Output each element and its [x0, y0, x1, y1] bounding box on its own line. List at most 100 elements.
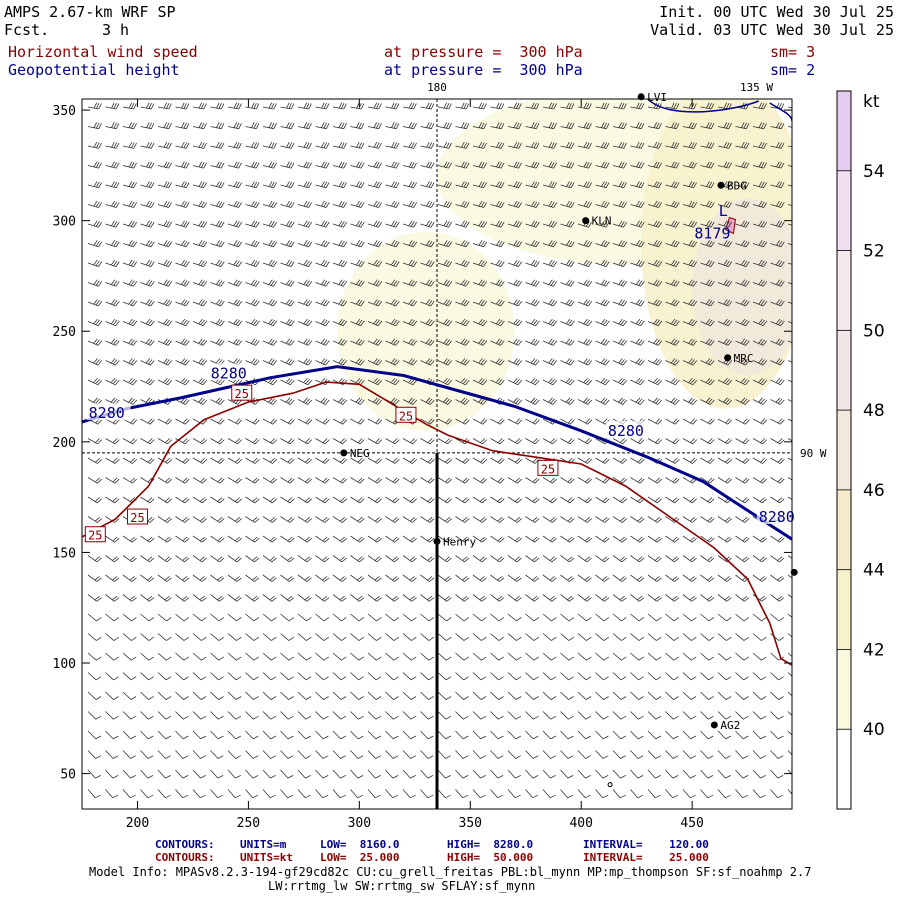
contour-info-height-interval: INTERVAL= 120.00 — [583, 838, 709, 851]
x-tick-label: 200 — [126, 816, 149, 831]
model-info-physics: LW:rrtmg_lw SW:rrtmg_sw SFLAY:sf_mynn — [268, 879, 536, 893]
plot-frame — [81, 98, 793, 810]
colorbar-swatch — [837, 170, 851, 251]
contour-label-bg — [208, 363, 253, 381]
wind-barb-field — [87, 102, 792, 799]
colorbar-frame — [836, 90, 852, 810]
contour-label-bg — [756, 507, 801, 525]
wind-contour-label: 25 — [88, 529, 102, 543]
y-tick-label: 100 — [53, 657, 76, 672]
model-info: Model Info: MPASv8.2.3-194-gf29cd82c CU:… — [89, 865, 812, 879]
station-label: KLN — [592, 215, 612, 228]
height-contour-8280 — [82, 365, 792, 541]
field2-smoothing: sm= 2 — [770, 61, 816, 79]
y-tick-label: 300 — [53, 215, 76, 230]
colorbar-swatch — [837, 330, 851, 411]
contour-info-height-low: LOW= 8160.0 — [320, 838, 400, 851]
wind-contour-label: 25 — [541, 462, 555, 476]
station-markers: LVI BDG KLN MRC NEG Henry AG2 — [340, 91, 798, 788]
station-dot — [582, 217, 590, 225]
contour-labels: 8280 8280 8280 8280 25 25 25 25 25 L 8179 — [84, 202, 801, 543]
contour-info-wind-label: CONTOURS: — [155, 851, 215, 864]
init-time: Init. 00 UTC Wed 30 Jul 25 — [659, 3, 894, 21]
contour-label-box — [537, 459, 559, 476]
x-tick-label: 450 — [680, 816, 703, 831]
station-marker-small — [607, 782, 613, 788]
height-contour-label: 8280 — [608, 422, 644, 440]
height-contour-label: 8280 — [89, 404, 125, 422]
contour-label-bg — [86, 403, 131, 421]
wind-contour-label: 25 — [130, 511, 144, 525]
colorbar-swatch — [837, 250, 851, 331]
axis-ticks: 200 250 300 350 400 450 50 100 150 200 250 300 350 18… — [53, 81, 827, 831]
contour-label-box — [231, 384, 253, 401]
colorbar-swatch — [837, 410, 851, 490]
field1-level: at pressure = 300 hPa — [384, 43, 583, 61]
contour-info-wind-high: HIGH= 50.000 — [447, 851, 534, 864]
wind-contour-25 — [82, 381, 792, 666]
x-tick-label: 300 — [348, 816, 371, 831]
contour-label-box — [126, 508, 148, 525]
contour-info-height-units: UNITS=m — [240, 838, 287, 851]
speed-max-cell — [724, 216, 736, 235]
colorbar-label: 40 — [863, 720, 885, 740]
low-center-label: L — [719, 202, 728, 220]
wind-barbs — [87, 102, 792, 799]
colorbar-label: 48 — [863, 401, 885, 421]
lon-label-180: 180 — [427, 81, 447, 94]
y-tick-label: 200 — [53, 436, 76, 451]
colorbar-label: 46 — [863, 481, 885, 501]
y-tick-label: 50 — [60, 768, 76, 783]
contour-label-box — [84, 526, 106, 543]
colorbar-label: 50 — [863, 321, 885, 341]
contour-label-bg — [605, 420, 650, 438]
contour-info-height-high: HIGH= 8280.0 — [447, 838, 534, 851]
station-label: NEG — [350, 447, 370, 460]
shading-region — [692, 198, 792, 376]
station-label: LVI — [647, 91, 667, 104]
lon-label-90w: 90 W — [800, 447, 827, 460]
station-label: Henry — [443, 535, 476, 548]
y-tick-label: 150 — [53, 546, 76, 561]
y-tick-label: 350 — [53, 104, 76, 119]
x-tick-label: 400 — [569, 816, 592, 831]
station-label: AG2 — [720, 719, 740, 732]
station-dot — [340, 449, 348, 457]
model-title: AMPS 2.67-km WRF SP — [4, 3, 176, 21]
y-tick-label: 250 — [53, 325, 76, 340]
colorbar-label: 42 — [863, 640, 885, 660]
contour-info-wind-low: LOW= 25.000 — [320, 851, 400, 864]
colorbar-label: 54 — [863, 162, 885, 182]
contour-info-height-label: CONTOURS: — [155, 838, 215, 851]
x-tick-label: 250 — [237, 816, 260, 831]
field2-name: Geopotential height — [8, 61, 180, 79]
station-dot — [724, 354, 732, 362]
station-dot — [710, 721, 718, 729]
contour-info-wind-interval: INTERVAL= 25.000 — [583, 851, 709, 864]
wind-contour-label: 25 — [399, 409, 413, 423]
forecast-label: Fcst. — [4, 21, 50, 39]
colorbar-unit: kt — [863, 92, 880, 112]
station-dot — [433, 537, 441, 545]
colorbar-swatch — [837, 91, 851, 171]
station-label: BDG — [727, 179, 747, 192]
lon-label-135w: 135 W — [740, 81, 773, 94]
field1-smoothing: sm= 3 — [770, 43, 816, 61]
colorbar-swatch — [837, 489, 851, 570]
colorbar-swatch — [837, 569, 851, 650]
station-dot — [717, 181, 725, 189]
colorbar-swatch — [837, 729, 851, 809]
height-contour-label: 8280 — [759, 508, 795, 526]
low-center-value: 8179 — [694, 224, 730, 242]
height-contour-label: 8280 — [211, 364, 247, 382]
contour-label-box — [395, 406, 417, 423]
reference-lines — [82, 99, 792, 809]
contour-info-wind-units: UNITS=kt — [240, 851, 293, 864]
contour-lines — [82, 365, 792, 666]
valid-time: Valid. 03 UTC Wed 30 Jul 25 — [650, 21, 894, 39]
wind-contour-label: 25 — [235, 387, 249, 401]
field2-level: at pressure = 300 hPa — [384, 61, 583, 79]
forecast-value: 3 h — [102, 21, 130, 39]
x-tick-label: 350 — [459, 816, 482, 831]
